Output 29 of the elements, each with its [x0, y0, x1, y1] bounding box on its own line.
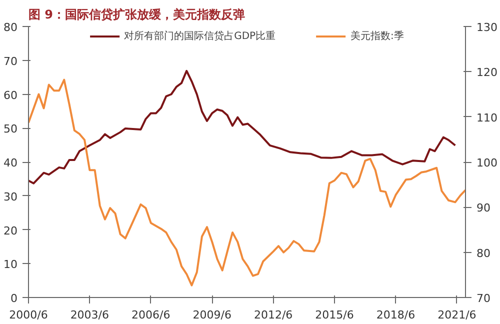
x-tick-label: 2000/6	[9, 308, 48, 322]
y-tick-label: 50	[4, 122, 18, 136]
y-tick-label: 10	[4, 258, 18, 272]
y2-tick-label: 120	[476, 66, 498, 80]
y2-tick-label: 100	[476, 156, 498, 170]
legend-label: 美元指数:季	[350, 30, 404, 43]
x-tick-label: 2021/6	[438, 308, 476, 322]
legend-label: 对所有部门的国际信贷占GDP比重	[124, 30, 276, 43]
x-tick-label: 2018/6	[376, 308, 416, 322]
y-tick-label: 40	[4, 156, 18, 170]
y2-tick-label: 130	[476, 21, 498, 34]
y2-tick-label: 110	[476, 111, 498, 124]
x-tick-label: 2012/6	[254, 308, 293, 322]
y-tick-label: 20	[4, 224, 18, 238]
y-tick-label: 80	[4, 21, 18, 34]
y2-tick-label: 80	[476, 246, 490, 260]
y2-tick-label: 70	[476, 292, 490, 305]
x-tick-label: 2015/6	[315, 308, 354, 322]
y-tick-label: 70	[4, 54, 18, 68]
line-series	[28, 78, 466, 286]
line-series	[28, 70, 456, 184]
x-tick-label: 2006/6	[132, 308, 170, 322]
y-tick-label: 30	[4, 190, 18, 204]
x-tick-label: 2003/6	[70, 308, 110, 322]
y2-tick-label: 90	[476, 202, 490, 215]
x-tick-label: 2009/6	[192, 308, 232, 322]
chart-title: 图 9：国际信贷扩张放缓，美元指数反弹	[28, 8, 246, 22]
y-tick-label: 60	[4, 88, 18, 102]
y-tick-label: 0	[10, 292, 18, 305]
